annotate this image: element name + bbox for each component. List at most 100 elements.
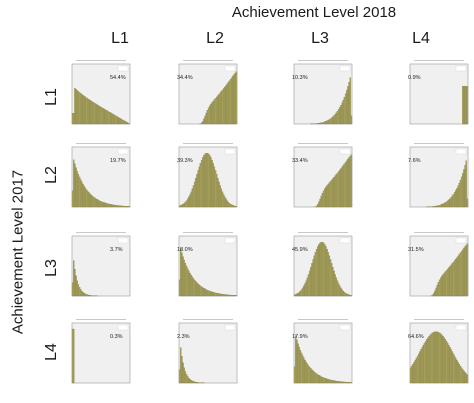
histogram-bar <box>321 376 324 384</box>
histogram-bar <box>334 175 336 208</box>
histogram-bar <box>347 294 349 297</box>
histogram-bar <box>119 205 121 208</box>
percent-label: 31.5% <box>408 247 424 253</box>
histogram-bar <box>184 201 187 208</box>
histogram-bar <box>347 158 349 208</box>
histogram-panel-r2-c4: 7.6% <box>402 141 474 213</box>
histogram-bar <box>182 203 184 208</box>
histogram-bar <box>334 274 336 297</box>
histogram-bar <box>209 155 211 208</box>
histogram-bar <box>89 193 91 208</box>
histogram-svg <box>409 143 469 208</box>
histogram-bar <box>336 280 339 297</box>
histogram-panel-r1-c4: 0.9% <box>402 58 474 130</box>
histogram-bar <box>187 268 189 297</box>
histogram-bar <box>183 203 185 208</box>
histogram-bar <box>293 366 296 384</box>
legend-box <box>224 237 236 244</box>
histogram-bar <box>327 379 329 384</box>
legend-box <box>339 65 351 72</box>
histogram-bar <box>348 294 350 297</box>
histogram-bar <box>218 94 220 125</box>
histogram-bar <box>189 272 191 297</box>
histogram-bar <box>317 123 319 125</box>
histogram-bar <box>447 342 449 384</box>
histogram-bar <box>80 93 82 125</box>
percent-label: 39.3% <box>177 158 193 164</box>
histogram-svg <box>409 60 469 125</box>
legend-box <box>117 324 129 331</box>
histogram-bar <box>344 292 347 297</box>
histogram-bar <box>437 282 440 297</box>
histogram-bar <box>105 110 107 125</box>
histogram-bar <box>458 364 460 384</box>
histogram-bar <box>214 98 217 125</box>
panel-header-line <box>414 60 464 61</box>
histogram-panel-r4-c1: 0.3% <box>64 317 146 389</box>
histogram-bar <box>192 185 195 208</box>
histogram-bar <box>347 382 349 384</box>
histogram-bar <box>229 294 232 297</box>
percent-label: 34.4% <box>177 75 193 81</box>
histogram-bar <box>293 294 296 297</box>
histogram-bar <box>318 123 320 125</box>
histogram-bar <box>321 193 324 208</box>
histogram-bar <box>298 346 300 384</box>
histogram-bar <box>451 351 454 384</box>
histogram-bar <box>107 203 110 208</box>
histogram-bar <box>430 333 433 384</box>
histogram-bar <box>105 203 107 208</box>
histogram-bar <box>84 96 87 125</box>
histogram-bar <box>88 192 90 208</box>
col-label-l3: L3 <box>311 30 329 47</box>
histogram-bar <box>336 111 339 125</box>
histogram-bar <box>92 196 95 208</box>
histogram-bar <box>336 381 339 384</box>
histogram-bar <box>102 107 104 125</box>
histogram-bar <box>350 154 353 208</box>
histogram-bar <box>210 291 212 297</box>
histogram-bar <box>206 110 209 125</box>
histogram-bar <box>319 198 321 208</box>
histogram-bar <box>232 75 234 125</box>
histogram-bar <box>329 259 332 297</box>
histogram-bar <box>125 121 127 125</box>
histogram-bar <box>220 91 223 125</box>
histogram-bar <box>209 290 211 297</box>
histogram-bar <box>71 113 74 125</box>
histogram-bar <box>312 370 314 384</box>
panel-header-line <box>298 319 348 320</box>
histogram-svg <box>178 60 238 125</box>
histogram-bar <box>212 292 214 297</box>
histogram-bar <box>95 198 97 208</box>
histogram-bar <box>436 284 438 297</box>
legend-box <box>455 237 467 244</box>
histogram-bar <box>457 255 459 297</box>
histogram-bar <box>336 172 339 208</box>
histogram-bar <box>431 294 434 297</box>
histogram-bar <box>114 115 117 125</box>
histogram-bar <box>73 113 75 125</box>
histogram-bar <box>441 204 443 208</box>
histogram-bar <box>443 272 445 297</box>
histogram-bar <box>317 374 319 384</box>
histogram-bar <box>348 82 350 125</box>
percent-label: 2.3% <box>177 334 190 340</box>
histogram-bar <box>459 179 462 208</box>
histogram-bar <box>178 279 181 297</box>
histogram-bar <box>235 71 238 125</box>
histogram-bar <box>128 206 131 208</box>
histogram-bar <box>455 258 457 297</box>
histogram-bar <box>317 204 319 208</box>
legend-box <box>117 148 129 155</box>
histogram-bar <box>71 328 74 384</box>
histogram-bar <box>318 201 320 208</box>
histogram-bar <box>122 205 125 208</box>
histogram-bar <box>181 356 183 384</box>
histogram-bar <box>225 294 227 297</box>
histogram-bar <box>341 381 343 384</box>
histogram-bar <box>343 381 346 384</box>
histogram-bar <box>88 294 90 297</box>
row-label-l1: L1 <box>43 88 60 106</box>
histogram-bar <box>315 205 318 208</box>
